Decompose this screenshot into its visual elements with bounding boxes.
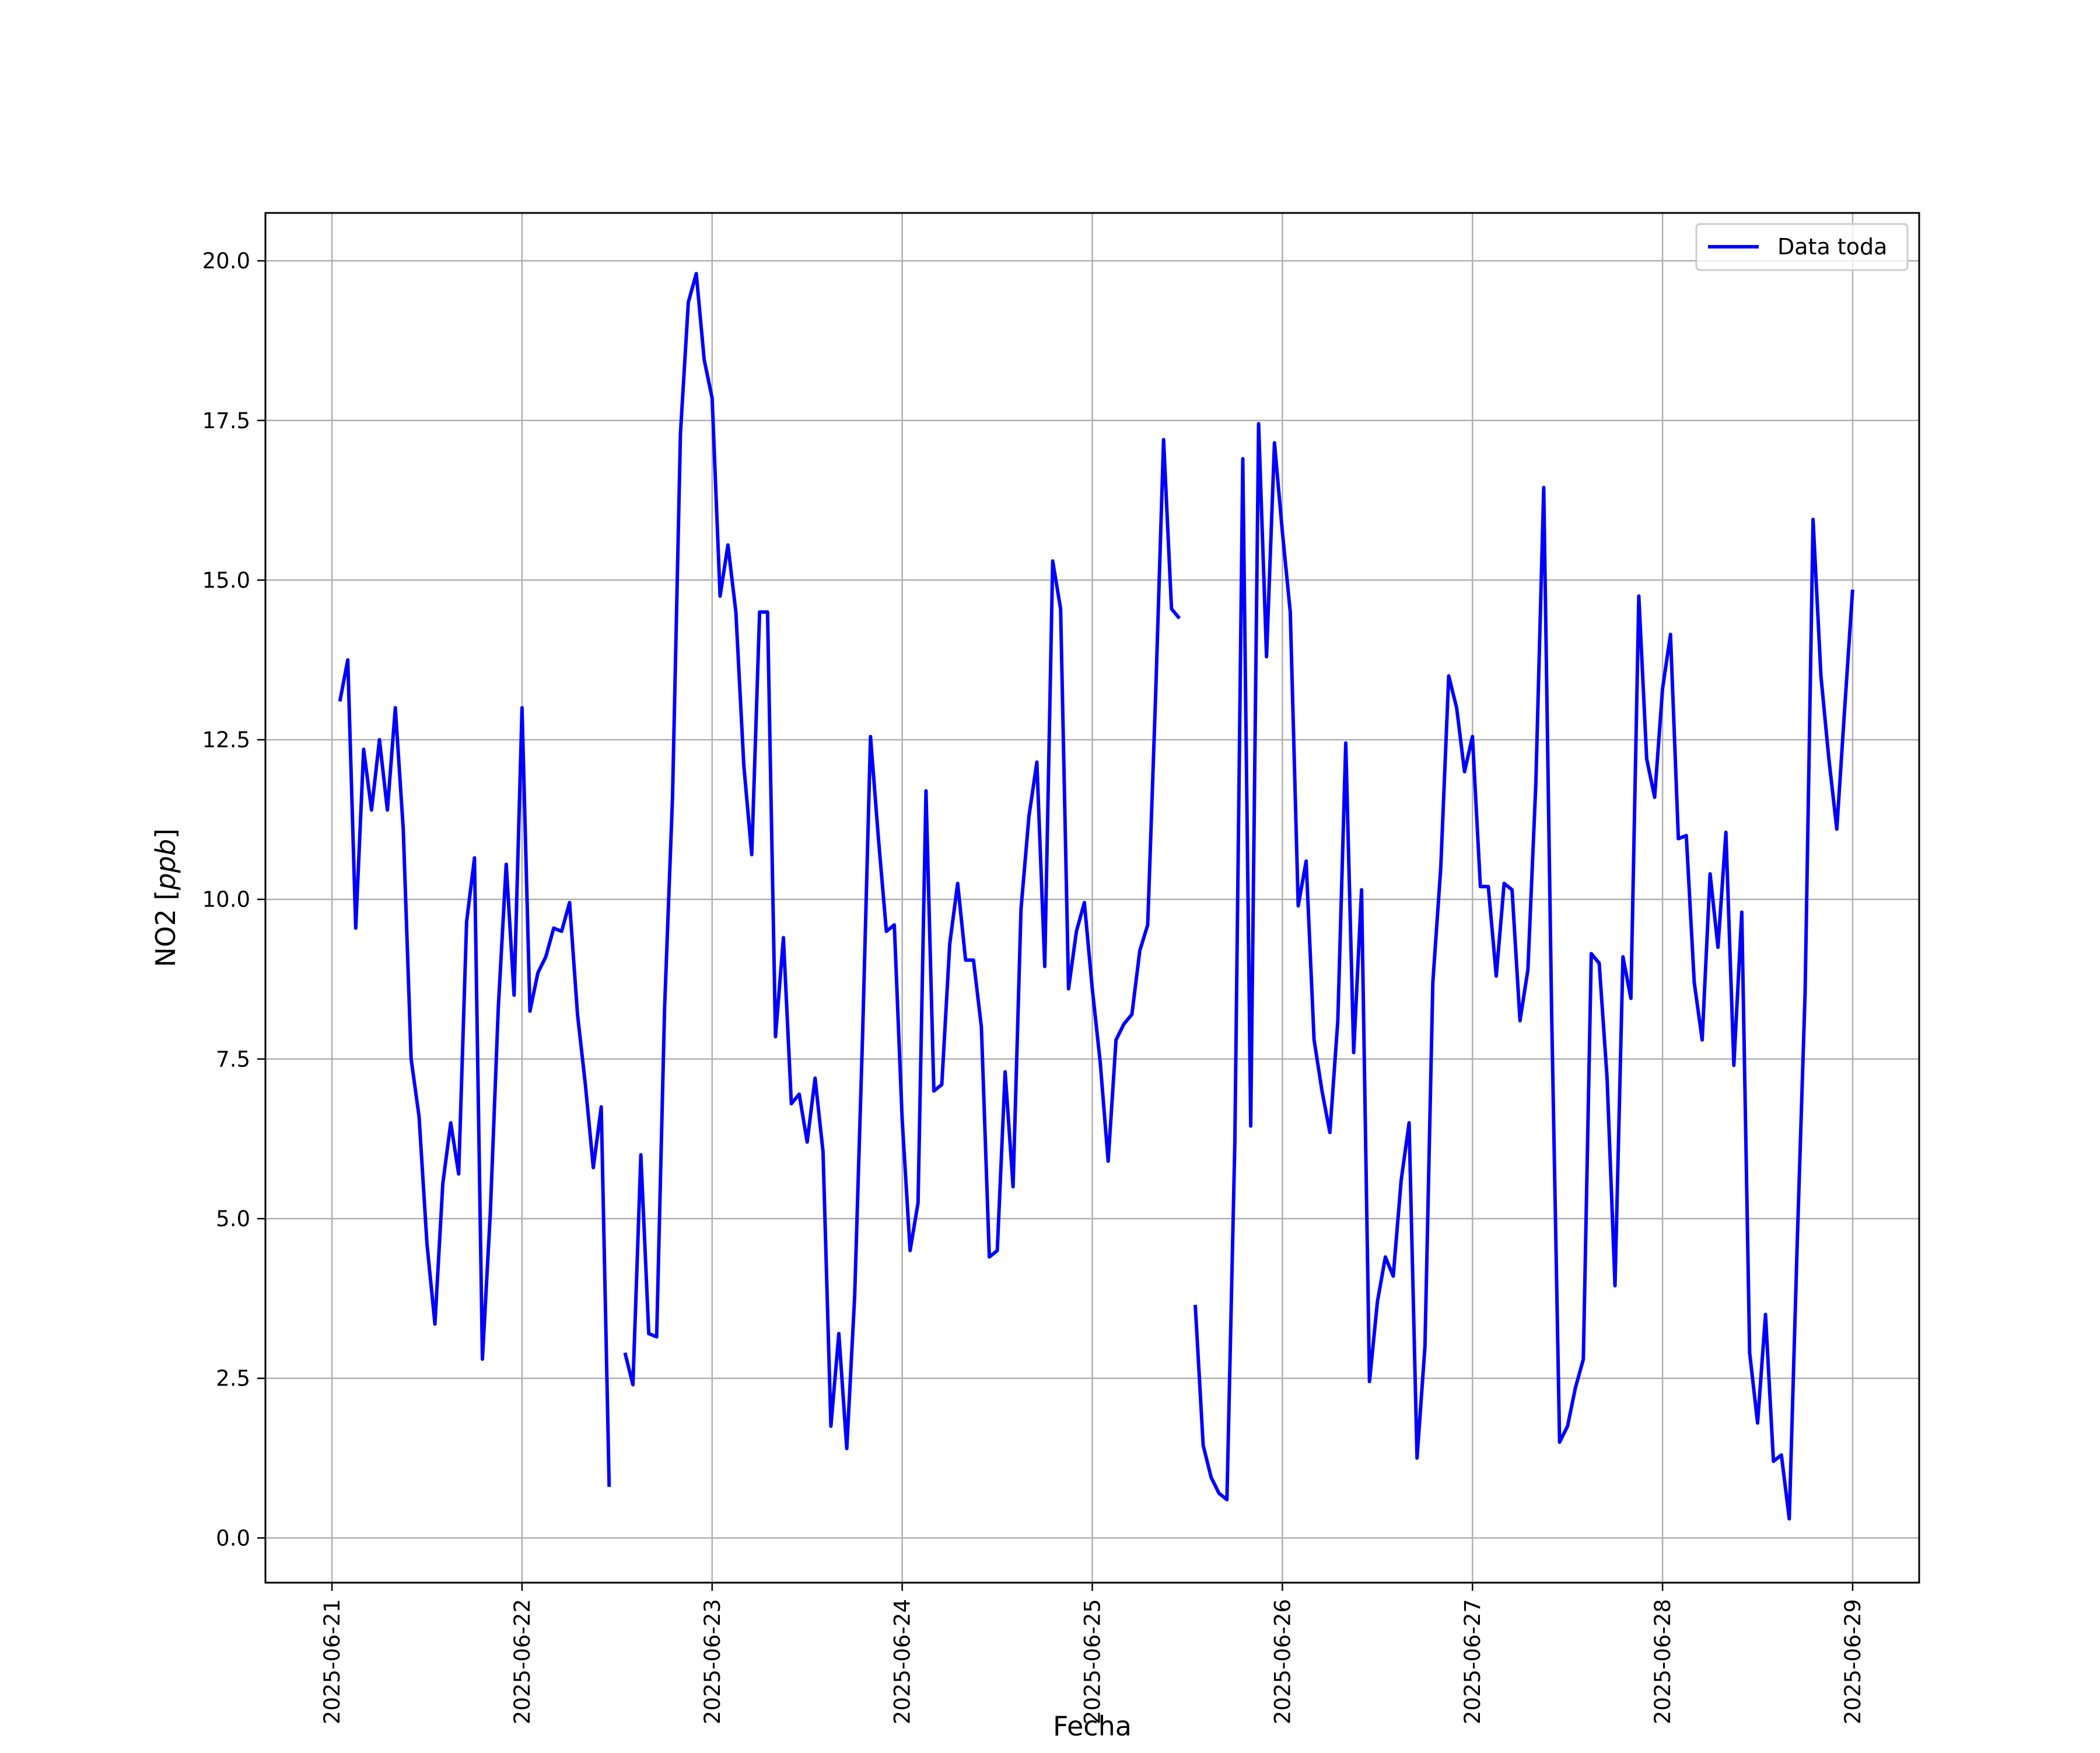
y-axis-title-prefix: NO2 [	[150, 890, 181, 967]
series-line-segment	[623, 272, 1181, 1451]
x-tick-label: 2025-06-24	[890, 1599, 915, 1724]
x-tick-label: 2025-06-27	[1460, 1599, 1485, 1724]
y-tick-label: 2.5	[216, 1366, 250, 1391]
y-axis-title-unit: ppb	[150, 839, 181, 891]
y-tick-label: 0.0	[216, 1525, 250, 1551]
axis-ticks: 2025-06-21 2025-06-22 2025-06-23 2025-06-24…	[202, 249, 1866, 1724]
legend: Data toda	[1695, 223, 1909, 271]
x-tick-label: 2025-06-29	[1840, 1599, 1866, 1724]
x-tick-label: 2025-06-26	[1270, 1599, 1295, 1724]
y-tick-label: 20.0	[202, 249, 250, 274]
y-tick-label: 12.5	[202, 727, 250, 753]
y-tick-label: 17.5	[202, 408, 250, 433]
series-group	[338, 272, 1854, 1521]
y-tick-label: 7.5	[216, 1047, 250, 1072]
x-tick-label: 2025-06-23	[700, 1599, 725, 1724]
y-tick-label: 15.0	[202, 568, 250, 593]
legend-label: Data toda	[1777, 234, 1887, 260]
series-line-segment	[1194, 422, 1854, 1521]
x-tick-label: 2025-06-25	[1080, 1599, 1105, 1724]
x-tick-label: 2025-06-28	[1650, 1599, 1675, 1724]
y-tick-label: 5.0	[216, 1206, 250, 1231]
y-axis-title: NO2 [ppb]	[150, 828, 181, 967]
x-axis-title: Fecha	[1053, 1710, 1132, 1742]
y-axis-title-suffix: ]	[150, 828, 181, 839]
x-tick-label: 2025-06-21	[320, 1599, 345, 1724]
y-tick-label: 10.0	[202, 887, 250, 912]
series-line-segment	[338, 658, 611, 1487]
x-tick-label: 2025-06-22	[510, 1599, 535, 1724]
legend-box	[1695, 223, 1909, 271]
series-layer	[338, 272, 1854, 1521]
